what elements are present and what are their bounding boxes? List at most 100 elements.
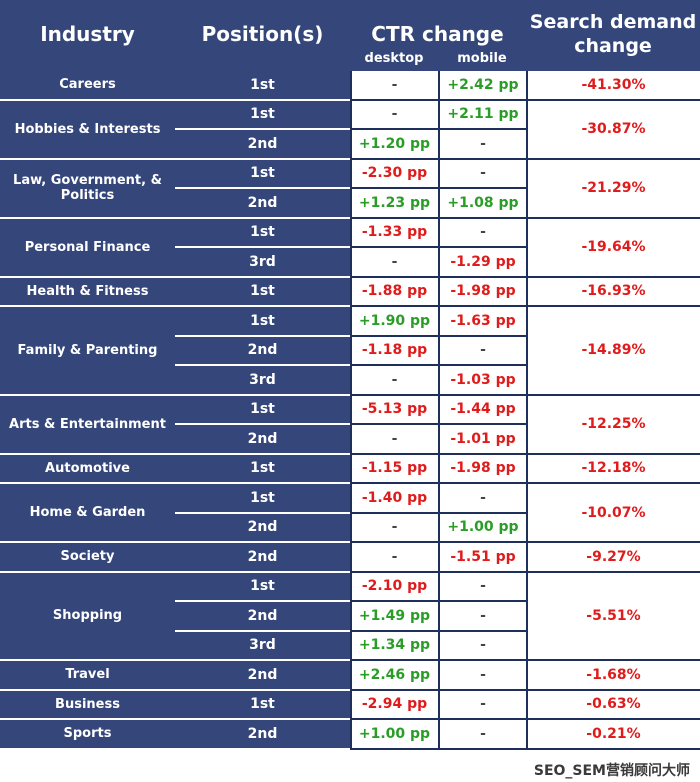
search-demand-cell: -30.87% [581, 121, 646, 137]
column-divider [438, 71, 440, 750]
position-cell: 1st [175, 395, 350, 423]
industry-cell: Personal Finance [0, 218, 175, 276]
mobile-ctr-cell: -1.98 pp [450, 460, 516, 477]
group-divider [527, 452, 700, 455]
position-cell: 1st [175, 307, 350, 335]
search-demand-cell: -0.63% [586, 696, 641, 713]
industry-cell: Hobbies & Interests [0, 100, 175, 158]
mobile-ctr-cell: -1.63 pp [450, 312, 516, 329]
search-demand-cell: -5.51% [586, 607, 641, 624]
search-demand-cell: -19.64% [581, 239, 646, 255]
industry-cell: Law, Government, & Politics [0, 159, 175, 217]
group-divider [527, 216, 700, 219]
position-cell: 1st [175, 71, 350, 99]
desktop-ctr-cell: -2.10 pp [361, 578, 428, 595]
header-search-demand: Search demand change [526, 10, 700, 58]
industry-cell: Business [0, 690, 175, 718]
column-divider [526, 71, 528, 750]
industry-cell: Family & Parenting [0, 307, 175, 394]
industry-cell: Sports [0, 720, 175, 748]
position-cell: 2nd [175, 336, 350, 364]
group-divider [527, 541, 700, 543]
group-divider [527, 482, 700, 484]
position-cell: 2nd [175, 543, 350, 571]
group-divider [527, 275, 700, 278]
mobile-ctr-cell: - [480, 637, 486, 654]
mobile-ctr-cell: - [480, 224, 486, 241]
search-demand-cell: -14.89% [581, 342, 646, 359]
position-cell: 2nd [175, 189, 350, 217]
desktop-ctr-cell: +1.90 pp [358, 312, 431, 329]
search-demand-cell: -41.30% [581, 76, 646, 93]
industry-cell: Health & Fitness [0, 277, 175, 305]
mobile-ctr-cell: -1.98 pp [450, 283, 516, 300]
mobile-ctr-cell: - [480, 607, 486, 624]
mobile-ctr-cell: - [480, 135, 486, 152]
group-divider [527, 718, 700, 720]
position-cell: 3rd [175, 631, 350, 659]
header-positions: Position(s) [201, 22, 324, 46]
desktop-ctr-cell: - [391, 371, 398, 388]
header-desktop: desktop [364, 51, 424, 66]
group-divider [527, 570, 700, 573]
desktop-ctr-cell: +1.23 pp [358, 194, 431, 211]
desktop-ctr-cell: +1.34 pp [358, 637, 431, 654]
group-divider [527, 688, 700, 691]
mobile-ctr-cell: +2.11 pp [447, 106, 519, 123]
mobile-ctr-cell: -1.03 pp [450, 371, 516, 388]
mobile-ctr-cell: - [480, 696, 486, 713]
mobile-ctr-cell: - [480, 725, 486, 742]
desktop-ctr-cell: -1.40 pp [361, 489, 428, 506]
mobile-ctr-cell: -1.01 pp [450, 430, 516, 447]
desktop-ctr-cell: +1.20 pp [358, 135, 431, 152]
header-ctr-change: CTR change [371, 22, 504, 46]
mobile-ctr-cell: - [480, 342, 486, 359]
group-divider [527, 305, 700, 307]
industry-cell: Shopping [0, 572, 175, 659]
position-cell: 2nd [175, 513, 350, 541]
desktop-ctr-cell: - [391, 253, 398, 270]
desktop-ctr-cell: - [391, 519, 398, 536]
mobile-ctr-cell: -1.51 pp [450, 548, 516, 565]
mobile-ctr-cell: - [480, 578, 486, 595]
mobile-ctr-cell: - [480, 165, 486, 182]
position-cell: 3rd [175, 366, 350, 394]
desktop-ctr-cell: +1.00 pp [358, 725, 431, 742]
position-cell: 1st [175, 100, 350, 128]
position-cell: 2nd [175, 661, 350, 689]
mobile-ctr-cell: +1.00 pp [447, 519, 519, 536]
search-demand-cell: -0.21% [586, 725, 641, 742]
column-divider [350, 71, 352, 750]
header-search-demand-line1: Search demand [529, 11, 697, 33]
header-mobile: mobile [457, 51, 507, 66]
desktop-ctr-cell: -1.88 pp [361, 283, 428, 300]
position-cell: 1st [175, 218, 350, 246]
group-divider [527, 659, 700, 661]
position-cell: 1st [175, 484, 350, 512]
mobile-ctr-cell: +1.08 pp [447, 194, 519, 211]
desktop-ctr-cell: -1.18 pp [361, 342, 428, 359]
desktop-ctr-cell: - [391, 430, 398, 447]
mobile-ctr-cell: -1.29 pp [450, 253, 516, 270]
desktop-ctr-cell: -5.13 pp [361, 401, 428, 418]
watermark: SEO_SEM营销顾问大师 [534, 760, 690, 780]
mobile-ctr-cell: -1.44 pp [450, 401, 516, 418]
position-cell: 2nd [175, 130, 350, 158]
table-body: Careers -41.30% 1st - +2.42 pp Hobbies & Inte… [0, 71, 700, 782]
desktop-ctr-cell: - [391, 548, 398, 565]
search-demand-cell: -12.18% [581, 460, 646, 477]
search-demand-cell: -12.25% [581, 416, 646, 432]
search-demand-cell: -10.07% [581, 504, 646, 521]
position-cell: 3rd [175, 248, 350, 276]
position-cell: 2nd [175, 720, 350, 748]
position-cell: 1st [175, 572, 350, 600]
search-demand-cell: -21.29% [581, 180, 646, 196]
desktop-ctr-cell: +1.49 pp [358, 607, 431, 624]
search-demand-cell: -1.68% [586, 666, 641, 683]
desktop-ctr-cell: -2.94 pp [361, 696, 428, 713]
mobile-ctr-cell: - [480, 489, 486, 506]
group-divider [527, 747, 700, 750]
position-cell: 1st [175, 690, 350, 718]
industry-cell: Travel [0, 661, 175, 689]
mobile-ctr-cell: - [480, 666, 486, 683]
